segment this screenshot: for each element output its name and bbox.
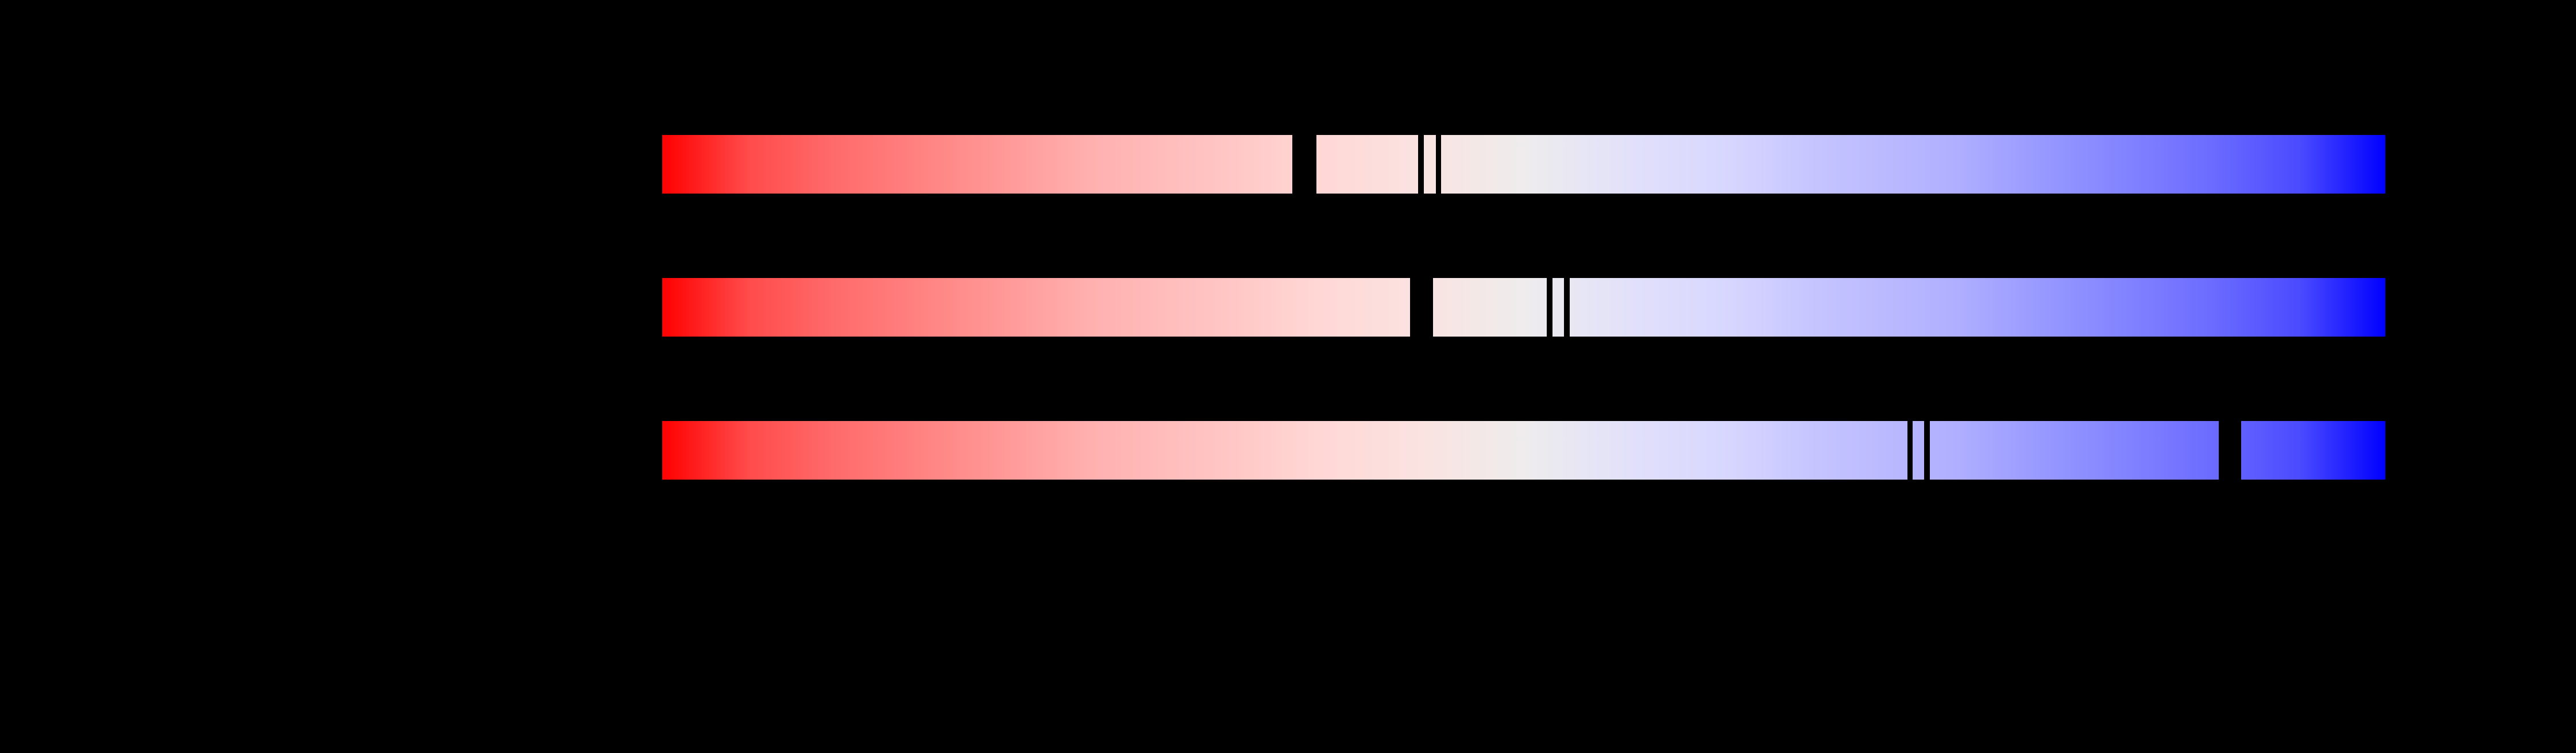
thin-marker-line bbox=[1546, 277, 1553, 337]
thick-marker-line bbox=[1292, 134, 1317, 194]
thin-marker-line bbox=[1418, 134, 1424, 194]
gradient-colorbar-1 bbox=[662, 134, 2385, 194]
thin-marker-line bbox=[1924, 420, 1930, 480]
gradient-colorbar-2 bbox=[662, 277, 2385, 337]
thin-marker-line bbox=[1563, 277, 1570, 337]
thick-marker-line bbox=[2218, 420, 2241, 480]
gradient-colorbar-3 bbox=[662, 420, 2385, 480]
thin-marker-line bbox=[1907, 420, 1913, 480]
thin-marker-line bbox=[1436, 134, 1441, 194]
thick-marker-line bbox=[1410, 277, 1433, 337]
